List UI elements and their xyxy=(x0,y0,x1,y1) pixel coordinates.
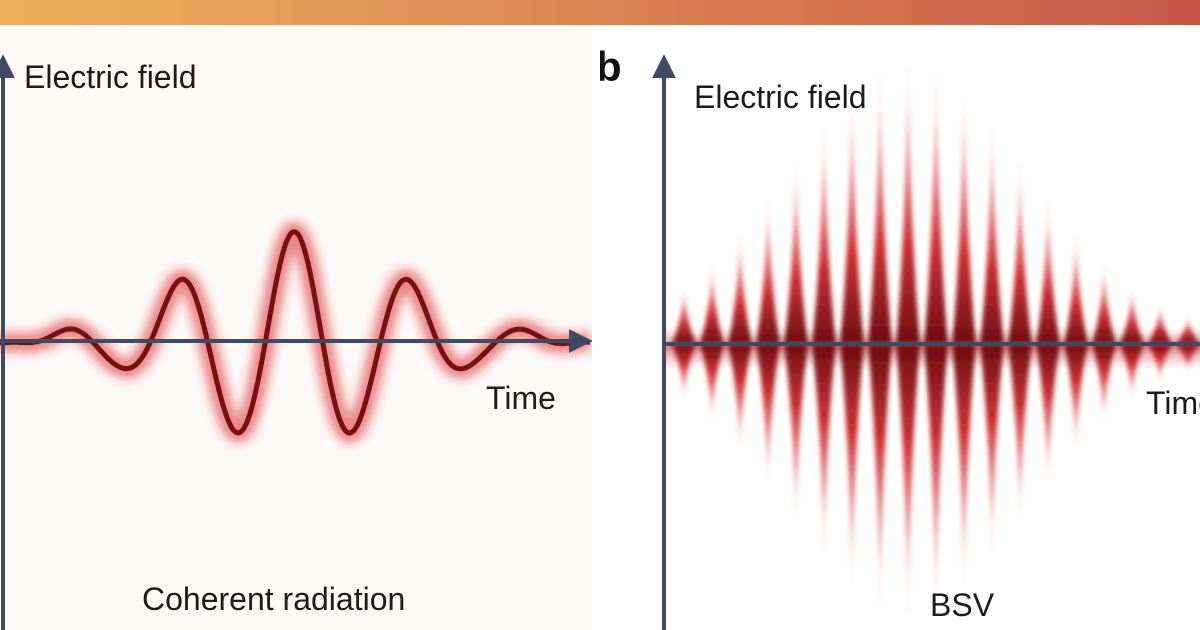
spike-up xyxy=(1148,303,1172,344)
spike-up xyxy=(1092,262,1116,344)
spike-down xyxy=(784,344,808,526)
spike-up xyxy=(1064,232,1088,344)
spike-up xyxy=(756,195,780,344)
spike-down xyxy=(868,344,892,615)
spike-down xyxy=(924,344,948,615)
time-axis-label: Time xyxy=(1146,385,1200,421)
spike-down xyxy=(1120,344,1144,400)
panel-divider xyxy=(592,25,600,630)
spike-up xyxy=(1120,286,1144,344)
spike-up xyxy=(868,64,892,344)
panel-caption: Coherent radiation xyxy=(142,581,406,617)
spike-down xyxy=(700,344,724,423)
spike-up xyxy=(840,86,864,344)
field-axis-label: Electric field xyxy=(694,79,867,115)
panel-caption: BSV xyxy=(930,587,995,623)
bsv-spikes xyxy=(672,57,1200,623)
spike-up xyxy=(1036,195,1060,344)
spike-down xyxy=(1036,344,1060,488)
panel-a: Electric field Time Coherent radiation xyxy=(0,25,592,630)
spike-up xyxy=(700,262,724,344)
coherent-wave xyxy=(0,221,591,444)
spike-up xyxy=(1176,315,1200,344)
spike-down xyxy=(1176,344,1200,372)
spike-down xyxy=(1008,344,1032,526)
spike-down xyxy=(728,344,752,453)
panel-b: b Electric field Time BSV xyxy=(600,25,1200,630)
spike-down xyxy=(1092,344,1116,423)
spike-up xyxy=(672,286,696,344)
spike-down xyxy=(840,344,864,594)
spike-down xyxy=(1148,344,1172,383)
spike-up xyxy=(728,232,752,344)
panel-letter: b xyxy=(600,43,622,90)
bsv-diagram xyxy=(652,54,1200,630)
spike-down xyxy=(672,344,696,400)
coherent-radiation-diagram xyxy=(0,54,592,630)
spike-up xyxy=(980,118,1004,345)
spike-up xyxy=(924,64,948,344)
spike-up xyxy=(784,156,808,344)
spike-down xyxy=(952,344,976,594)
spike-up xyxy=(896,57,920,344)
spike-down xyxy=(756,344,780,488)
field-axis-label: Electric field xyxy=(24,59,197,95)
spike-down xyxy=(896,344,920,623)
time-axis-label: Time xyxy=(486,380,556,416)
spike-up xyxy=(952,86,976,344)
spike-down xyxy=(812,344,836,563)
wave-core xyxy=(0,228,591,436)
spike-down xyxy=(980,344,1004,563)
spike-up xyxy=(1008,156,1032,344)
top-banner xyxy=(0,0,1200,25)
spike-down xyxy=(1064,344,1088,453)
spike-up xyxy=(812,118,836,345)
